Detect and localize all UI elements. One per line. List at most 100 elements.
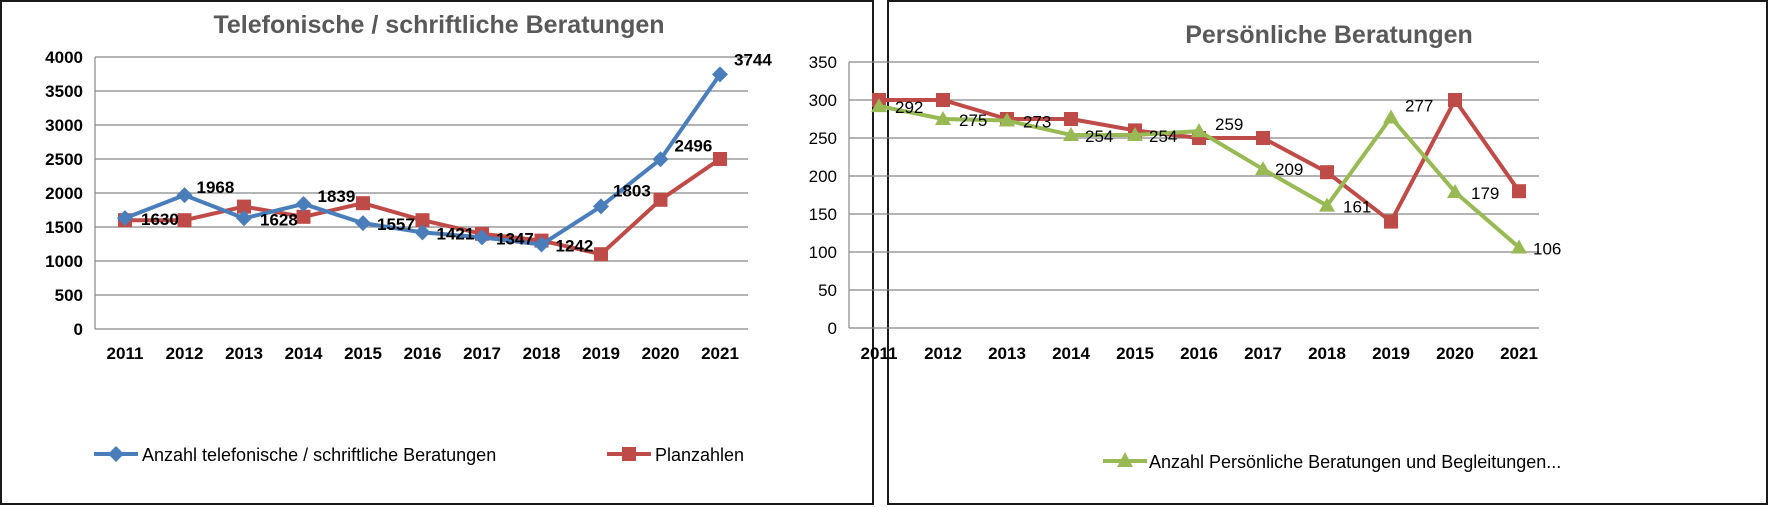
data-point [177, 213, 192, 228]
data-label: 179 [1471, 184, 1499, 203]
y-tick-label: 2000 [45, 184, 83, 203]
data-point [1064, 112, 1078, 126]
data-point [1383, 109, 1399, 124]
data-label: 292 [895, 98, 923, 117]
y-tick-label: 1500 [45, 218, 83, 237]
data-point [1255, 161, 1271, 176]
data-point [936, 93, 950, 107]
data-label: 1630 [141, 210, 179, 229]
chart-title: Telefonische / schriftliche Beratungen [213, 11, 664, 39]
data-point [652, 151, 669, 168]
data-label: 1347 [496, 229, 534, 248]
data-point [1384, 214, 1398, 229]
square-marker-icon [622, 447, 636, 461]
data-point [295, 195, 312, 212]
x-tick-label: 2011 [107, 344, 144, 363]
diamond-marker-icon [108, 446, 124, 462]
legend-item-anzahl-persoenliche: Anzahl Persönliche Beratungen und Beglei… [1103, 452, 1561, 472]
x-tick-label: 2012 [166, 344, 204, 363]
data-label: 3744 [734, 50, 772, 69]
legend-item-planzahlen: Planzahlen [607, 445, 744, 465]
data-point [999, 112, 1015, 127]
data-label: 2496 [675, 136, 713, 155]
data-point [1512, 184, 1526, 199]
legend-label: Anzahl Persönliche Beratungen und Beglei… [1149, 452, 1561, 472]
y-axis: 0 50 100 150 200 250 300 350 [809, 53, 837, 338]
data-point [414, 224, 431, 241]
x-tick-label: 2016 [404, 344, 442, 363]
grid [94, 56, 748, 330]
data-label: 254 [1085, 127, 1113, 146]
x-tick-label: 2021 [1500, 344, 1538, 363]
legend-label: Planzahlen [655, 445, 744, 465]
legend: Anzahl Persönliche Beratungen und Beglei… [1103, 452, 1561, 472]
data-point [712, 66, 728, 83]
y-tick-label: 0 [828, 319, 837, 338]
y-tick-label: 4000 [45, 48, 83, 67]
x-tick-label: 2020 [642, 344, 680, 363]
data-point [713, 152, 727, 166]
x-tick-label: 2017 [1244, 344, 1282, 363]
y-tick-label: 200 [809, 167, 837, 186]
x-tick-label: 2017 [463, 344, 501, 363]
data-label: 1242 [556, 237, 594, 256]
x-tick-label: 2015 [1116, 344, 1154, 363]
data-point [653, 192, 668, 207]
x-tick-label: 2015 [344, 344, 382, 363]
x-tick-label: 2011 [861, 344, 898, 363]
x-axis: 2011 2012 2013 2014 2015 2016 2017 2018 2019 2020… [107, 344, 739, 363]
legend: Anzahl telefonische / schriftliche Berat… [94, 445, 744, 465]
y-tick-label: 50 [818, 281, 837, 300]
data-point [415, 213, 430, 228]
data-label: 1968 [197, 178, 235, 197]
chart-title: Persönliche Beratungen [1185, 21, 1473, 49]
data-label: 1803 [613, 181, 651, 200]
data-point [533, 236, 550, 253]
data-point [871, 98, 887, 113]
data-point [1448, 93, 1462, 107]
x-tick-label: 2016 [1180, 344, 1218, 363]
legend-label: Anzahl telefonische / schriftliche Berat… [142, 445, 496, 465]
data-label: 209 [1275, 160, 1303, 179]
data-label: 259 [1215, 115, 1243, 134]
data-point [474, 229, 490, 246]
data-point [935, 111, 951, 125]
data-point [593, 198, 609, 215]
y-axis: 0 500 1000 1500 2000 2500 3000 3500 4000 [45, 48, 83, 339]
series-group [871, 93, 1527, 254]
data-label: 1628 [260, 210, 298, 229]
data-labels: 292 275 273 254 254 259 209 161 277 179 106 [895, 96, 1561, 258]
data-point [594, 247, 608, 262]
data-point [236, 210, 252, 227]
right-chart-panel: Persönliche Beratungen 0 50 100 150 200 250 30… [809, 0, 1768, 505]
data-point [1256, 131, 1270, 145]
x-tick-label: 2014 [1052, 344, 1090, 363]
y-tick-label: 150 [809, 205, 837, 224]
data-point [356, 196, 370, 211]
data-point [355, 215, 371, 232]
x-tick-label: 2019 [582, 344, 620, 363]
y-tick-label: 1000 [45, 252, 83, 271]
y-tick-label: 100 [809, 243, 837, 262]
data-point [176, 187, 193, 204]
y-tick-label: 500 [55, 286, 83, 305]
data-point [296, 209, 311, 224]
legend-item-anzahl: Anzahl telefonische / schriftliche Berat… [94, 445, 496, 465]
data-label: 1557 [377, 215, 415, 234]
y-tick-label: 3000 [45, 116, 83, 135]
triangle-marker-icon [1117, 452, 1133, 467]
y-tick-label: 350 [809, 53, 837, 72]
data-point [1063, 126, 1079, 141]
data-point [117, 210, 133, 227]
data-point [1127, 126, 1143, 141]
x-tick-label: 2012 [924, 344, 962, 363]
data-point [1191, 123, 1207, 138]
left-chart-svg: Telefonische / schriftliche Beratungen 0… [45, 11, 772, 465]
data-point [1319, 197, 1335, 212]
x-tick-label: 2013 [988, 344, 1026, 363]
left-chart-panel: Telefonische / schriftliche Beratungen 0… [0, 0, 874, 505]
y-tick-label: 2500 [45, 150, 83, 169]
data-labels: 1630 1968 1628 1839 1557 1421 1347 1242 1803 2496… [141, 50, 772, 255]
right-chart-svg: Persönliche Beratungen 0 50 100 150 200 250 30… [809, 21, 1562, 472]
data-point [1511, 239, 1527, 254]
